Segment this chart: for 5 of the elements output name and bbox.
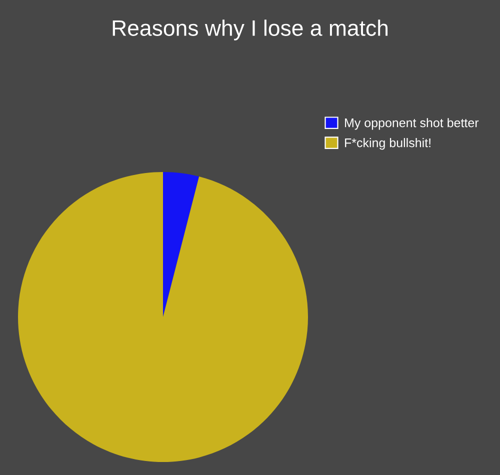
chart-title: Reasons why I lose a match <box>112 20 388 40</box>
pie-slice <box>163 172 200 317</box>
legend-label: My opponent shot better <box>345 118 479 130</box>
pie-slice <box>18 172 308 462</box>
legend-label: F*cking bullshit! <box>345 138 430 150</box>
